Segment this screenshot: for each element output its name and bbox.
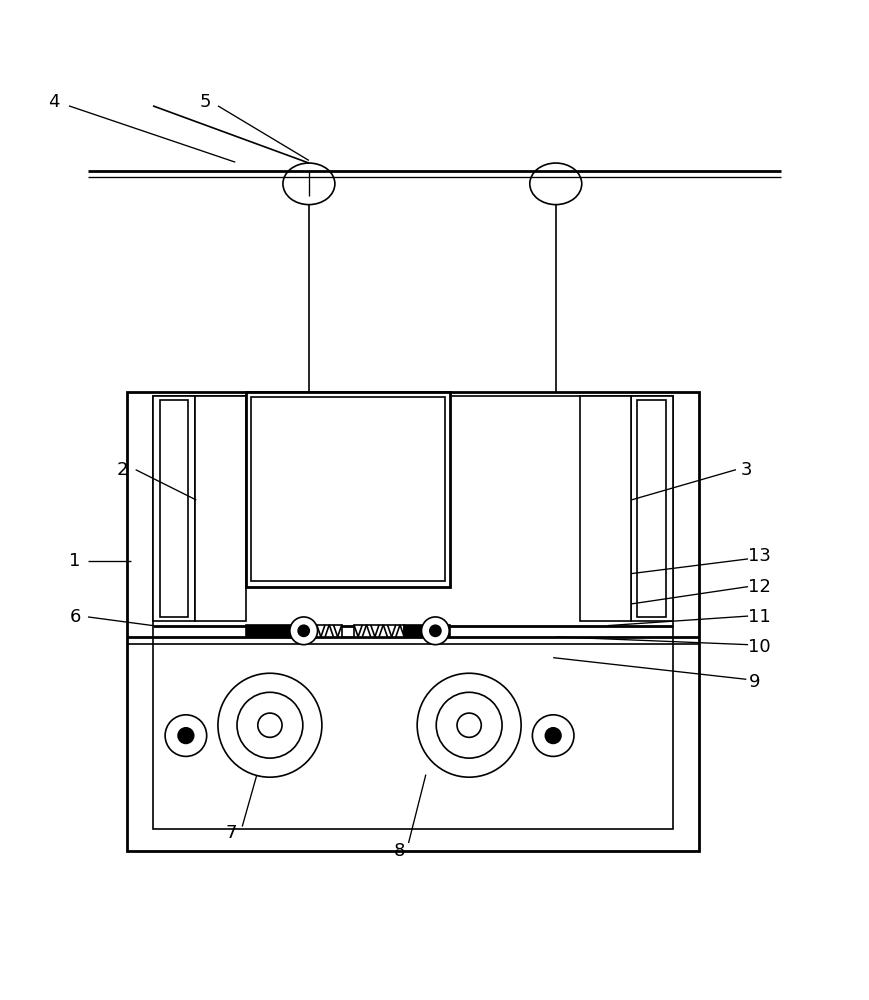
Circle shape xyxy=(430,625,441,636)
Text: 9: 9 xyxy=(749,673,760,691)
Bar xyxy=(246,392,450,587)
Bar xyxy=(292,625,342,637)
Circle shape xyxy=(165,715,207,756)
Bar xyxy=(153,396,673,829)
Text: 10: 10 xyxy=(748,638,771,656)
Text: 3: 3 xyxy=(740,461,752,479)
Text: 8: 8 xyxy=(395,842,406,860)
Text: 12: 12 xyxy=(748,578,771,596)
Bar xyxy=(637,400,666,617)
Bar xyxy=(580,396,631,621)
Text: 4: 4 xyxy=(48,93,59,111)
Bar xyxy=(195,396,246,621)
Text: 1: 1 xyxy=(70,552,81,570)
Text: 7: 7 xyxy=(225,824,236,842)
Circle shape xyxy=(457,713,481,737)
Bar xyxy=(354,625,404,637)
Bar xyxy=(631,396,673,621)
Bar xyxy=(127,392,699,851)
Text: 2: 2 xyxy=(117,461,129,479)
Text: 6: 6 xyxy=(70,608,81,626)
Circle shape xyxy=(290,617,317,645)
Circle shape xyxy=(178,728,194,743)
Circle shape xyxy=(298,625,309,636)
Text: 5: 5 xyxy=(199,93,210,111)
Circle shape xyxy=(237,692,302,758)
Bar xyxy=(153,396,195,621)
Circle shape xyxy=(436,692,502,758)
Circle shape xyxy=(218,673,322,777)
Circle shape xyxy=(546,728,561,743)
Circle shape xyxy=(533,715,574,756)
Bar xyxy=(246,625,292,637)
Circle shape xyxy=(421,617,449,645)
Bar xyxy=(251,397,445,581)
Text: 11: 11 xyxy=(748,608,771,626)
Text: 13: 13 xyxy=(748,547,771,565)
Bar xyxy=(160,400,189,617)
Circle shape xyxy=(258,713,282,737)
Bar xyxy=(404,625,450,637)
Circle shape xyxy=(417,673,521,777)
